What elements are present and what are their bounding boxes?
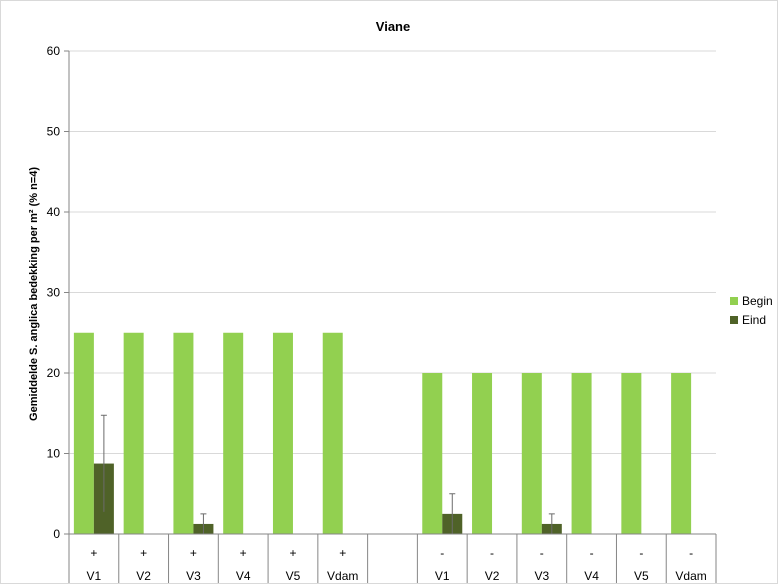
- category-site-label: V4: [236, 569, 251, 583]
- legend-label-eind: Eind: [742, 313, 766, 327]
- category-site-label: V5: [634, 569, 649, 583]
- category-site-label: Vdam: [327, 569, 358, 583]
- category-treatment-label: +: [140, 546, 147, 560]
- bar-begin: [571, 373, 592, 534]
- axes: 0 10 20 30 40 50 60: [47, 44, 716, 541]
- bar-begin: [621, 373, 642, 534]
- y-axis-title: Gemiddelde S. anglica bedekking per m² (…: [28, 167, 40, 421]
- bar-begin: [173, 332, 194, 534]
- bar-begin: [671, 373, 692, 534]
- y-tick-label: 60: [47, 44, 61, 58]
- bar-begin: [123, 332, 144, 534]
- chart-title: Viane: [376, 19, 410, 34]
- legend-label-begin: Begin: [742, 294, 773, 308]
- bar-begin: [223, 332, 244, 534]
- bar-begin: [472, 373, 493, 534]
- category-treatment-label: -: [440, 546, 444, 560]
- category-site-label: V3: [186, 569, 201, 583]
- category-treatment-label: +: [240, 546, 247, 560]
- bar-begin: [272, 332, 293, 534]
- category-treatment-label: -: [590, 546, 594, 560]
- category-treatment-label: +: [90, 546, 97, 560]
- category-site-label: V4: [584, 569, 599, 583]
- category-treatment-label: -: [540, 546, 544, 560]
- category-site-label: V1: [87, 569, 102, 583]
- category-axis: + V1 + V2 + V3 + V4 + V5 + Vdam - V1 - V2 - V3 - V4 - V5 - Vdam: [68, 534, 717, 583]
- bar-begin: [521, 373, 542, 534]
- legend-swatch-eind: [730, 316, 738, 324]
- legend-swatch-begin: [730, 297, 738, 305]
- category-site-label: V1: [435, 569, 450, 583]
- category-treatment-label: -: [639, 546, 643, 560]
- category-treatment-label: +: [339, 546, 346, 560]
- y-tick-label: 50: [47, 125, 61, 139]
- y-tick-label: 30: [47, 286, 61, 300]
- y-tick-label: 20: [47, 366, 61, 380]
- category-site-label: V3: [534, 569, 549, 583]
- category-site-label: V2: [485, 569, 500, 583]
- category-treatment-label: -: [689, 546, 693, 560]
- bars: [73, 332, 692, 534]
- category-site-label: V2: [136, 569, 151, 583]
- y-tick-label: 40: [47, 205, 61, 219]
- category-treatment-label: +: [289, 546, 296, 560]
- bar-begin: [73, 332, 94, 534]
- bar-begin: [322, 332, 343, 534]
- y-tick-label: 0: [53, 527, 60, 541]
- legend: Begin Eind: [730, 294, 773, 327]
- gridlines: [69, 50, 716, 454]
- category-treatment-label: +: [190, 546, 197, 560]
- category-site-label: Vdam: [675, 569, 706, 583]
- bar-begin: [422, 373, 443, 534]
- y-tick-label: 10: [47, 447, 61, 461]
- category-treatment-label: -: [490, 546, 494, 560]
- category-site-label: V5: [286, 569, 301, 583]
